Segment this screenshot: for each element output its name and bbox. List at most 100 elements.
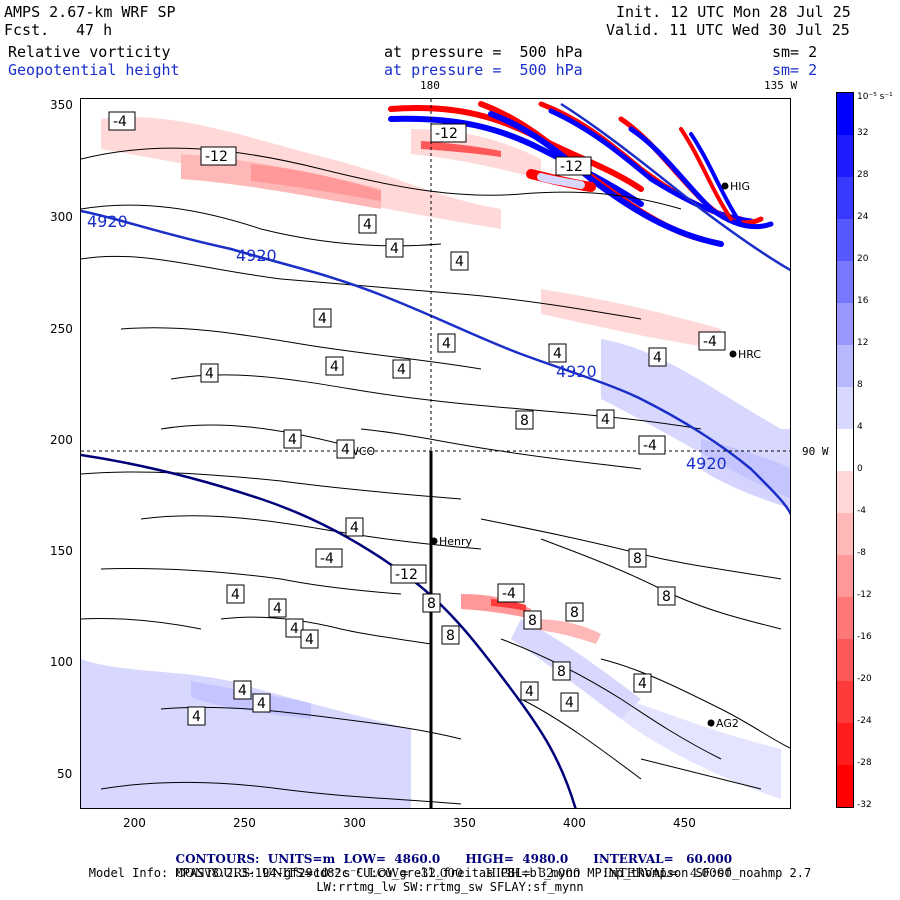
- longitude-label-180: 180: [420, 79, 440, 92]
- vorticity-value-box: [358, 214, 377, 234]
- vorticity-value-box: [252, 693, 271, 713]
- vorticity-value-box: [638, 435, 666, 455]
- station-marker: [707, 719, 715, 727]
- vorticity-value: 8: [528, 613, 537, 629]
- x-tick-label: 250: [233, 816, 256, 830]
- colorbar-cell: [837, 261, 853, 303]
- colorbar-label: -20: [857, 674, 872, 684]
- height-label: 4920: [236, 246, 277, 265]
- vorticity-value-box: [187, 706, 206, 726]
- x-tick-label: 400: [563, 816, 586, 830]
- vorticity-value-box: [497, 583, 525, 603]
- vorticity-value-box: [596, 409, 615, 429]
- colorbar-cell: [837, 219, 853, 261]
- vorticity-value: 4: [390, 241, 399, 257]
- vorticity-value: 8: [446, 628, 455, 644]
- vorticity-value-box: [300, 629, 319, 649]
- forecast-label: Fcst.: [4, 21, 50, 39]
- negative-vorticity-shade: [531, 619, 601, 644]
- colorbar-label: -4: [857, 506, 866, 516]
- x-tick-label: 300: [343, 816, 366, 830]
- positive-vorticity-shade: [81, 659, 411, 808]
- vorticity-value-box: [285, 618, 304, 638]
- positive-vorticity-shade: [191, 681, 311, 719]
- vorticity-value-box: [283, 429, 302, 449]
- y-tick-label: 50: [57, 767, 73, 781]
- vorticity-value-box: [268, 598, 287, 618]
- vorticity-value-box: [200, 146, 237, 166]
- station-label: HIG: [730, 180, 750, 193]
- vorticity-value-box: [628, 548, 647, 568]
- colorbar-cell: [837, 429, 853, 471]
- vorticity-value-box: [515, 410, 534, 430]
- colorbar-label: 16: [857, 296, 869, 306]
- colorbar-cell: [837, 303, 853, 345]
- negative-vorticity-shade: [461, 594, 531, 619]
- station-marker: [729, 350, 737, 358]
- vorticity-value-box: [108, 111, 136, 131]
- colorbar-label: 28: [857, 170, 869, 180]
- vorticity-value: 8: [427, 596, 436, 612]
- vorticity-value: 4: [601, 412, 610, 428]
- vorticity-value-box: [336, 439, 355, 459]
- vorticity-value-box: [441, 625, 460, 645]
- vorticity-value: 4: [442, 336, 451, 352]
- vorticity-value: 4: [288, 432, 297, 448]
- colorbar-cell: [837, 471, 853, 513]
- vorticity-value-box: [313, 308, 332, 328]
- map-panel: 4920 4920 4920 4920 HRC WCO Henry AG2 HIG -4…: [80, 98, 791, 809]
- vorticity-value-box: [555, 156, 592, 176]
- init-time: Init. 12 UTC Mon 28 Jul 25: [616, 3, 851, 21]
- vorticity-value: 4: [290, 621, 299, 637]
- vorticity-value: 4: [273, 601, 282, 617]
- station-markers: HRC WCO Henry AG2 HIG: [339, 180, 761, 730]
- colorbar-cell: [837, 681, 853, 723]
- colorbar-cell: [837, 639, 853, 681]
- height-label: 4920: [87, 212, 128, 231]
- vorticity-value-box: [698, 331, 726, 351]
- vorticity-value: -12: [560, 159, 583, 175]
- vorticity-value-box: [392, 359, 411, 379]
- vorticity-value-box: [523, 610, 542, 630]
- forecast-hours: 47 h: [76, 21, 113, 39]
- colorbar-label: 32: [857, 128, 869, 138]
- vorticity-value-box: [450, 251, 469, 271]
- vorticity-value-box: [422, 593, 441, 613]
- station-label: HRC: [738, 348, 761, 361]
- vorticity-value: 4: [455, 254, 464, 270]
- colorbar: [836, 92, 854, 808]
- colorbar-label: 12: [857, 338, 869, 348]
- negative-vorticity-shade: [251, 164, 381, 201]
- colorbar-cell: [837, 765, 853, 807]
- colorbar-label: -28: [857, 758, 872, 768]
- vorticity-value-box: [315, 548, 343, 568]
- vorticity-value: 8: [557, 664, 566, 680]
- station-marker: [721, 182, 729, 190]
- vorticity-value: 8: [570, 605, 579, 621]
- y-tick-label: 250: [50, 322, 73, 336]
- colorbar-cell: [837, 135, 853, 177]
- y-tick-label: 350: [50, 98, 73, 112]
- vorticity-value: -12: [435, 126, 458, 142]
- colorbar-cell: [837, 387, 853, 429]
- vorticity-value: 4: [330, 359, 339, 375]
- station-label: WCO: [348, 445, 376, 458]
- vorticity-value: 4: [565, 695, 574, 711]
- vorticity-value: 4: [318, 311, 327, 327]
- colorbar-label: -12: [857, 590, 872, 600]
- height-label: 4920: [556, 362, 597, 381]
- vorticity-value: 4: [205, 366, 214, 382]
- y-tick-label: 150: [50, 544, 73, 558]
- vorticity-value-box: [345, 517, 364, 537]
- vorticity-value-box: [390, 564, 427, 584]
- footer-physics-info: LW:rrtmg_lw SW:rrtmg_sw SFLAY:sf_mynn: [316, 880, 584, 894]
- longitude-label-135w: 135 W: [764, 79, 798, 92]
- colorbar-label: -24: [857, 716, 872, 726]
- vorticity-value-box: [226, 584, 245, 604]
- vorticity-value-box: [430, 123, 467, 143]
- y-tick-label: 300: [50, 210, 73, 224]
- colorbar-label: 24: [857, 212, 869, 222]
- negative-vorticity-shade: [541, 289, 721, 349]
- colorbar-cell: [837, 597, 853, 639]
